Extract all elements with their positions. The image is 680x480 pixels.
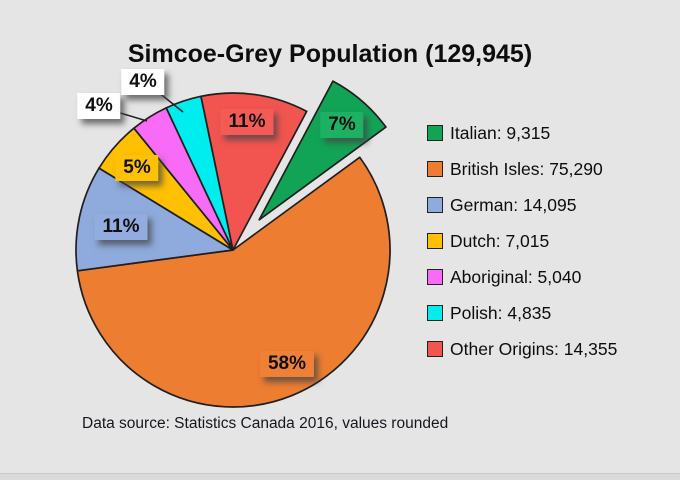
- legend-swatch-british-isles: [427, 161, 443, 177]
- leader-line-aboriginal: [116, 111, 148, 122]
- legend-label-other-origins: Other Origins: 14,355: [450, 338, 618, 359]
- pie-label-german: 11%: [94, 214, 148, 240]
- legend-item-german: German: 14,095: [427, 187, 617, 223]
- legend-label-aboriginal: Aboriginal: 5,040: [450, 266, 582, 287]
- pie-label-other-origins: 11%: [220, 109, 274, 135]
- legend-swatch-polish: [427, 305, 443, 321]
- pie-label-italian: 7%: [320, 112, 364, 138]
- legend-label-german: German: 14,095: [450, 194, 577, 215]
- legend-swatch-german: [427, 197, 443, 213]
- data-source-note: Data source: Statistics Canada 2016, val…: [82, 415, 449, 432]
- legend-item-other-origins: Other Origins: 14,355: [427, 331, 617, 367]
- bottom-edge-strip: [0, 473, 680, 480]
- label-leader-lines: [116, 91, 184, 122]
- legend-label-dutch: Dutch: 7,015: [450, 230, 550, 251]
- legend-item-aboriginal: Aboriginal: 5,040: [427, 259, 617, 295]
- legend-item-italian: Italian: 9,315: [427, 115, 617, 151]
- legend-item-dutch: Dutch: 7,015: [427, 223, 617, 259]
- legend-label-italian: Italian: 9,315: [450, 122, 551, 143]
- legend-swatch-italian: [427, 125, 443, 141]
- pie-label-dutch: 5%: [115, 155, 159, 181]
- legend-item-british-isles: British Isles: 75,290: [427, 151, 617, 187]
- legend-label-british-isles: British Isles: 75,290: [450, 158, 603, 179]
- legend-swatch-aboriginal: [427, 269, 443, 285]
- leader-line-polish: [157, 91, 184, 113]
- legend-swatch-other-origins: [427, 341, 443, 357]
- legend-label-polish: Polish: 4,835: [450, 302, 552, 323]
- pie-label-polish: 4%: [121, 69, 165, 95]
- pie-label-aboriginal: 4%: [77, 93, 121, 119]
- pie-slice-german: [75, 167, 234, 272]
- legend: Italian: 9,315 British Isles: 75,290 Ger…: [427, 115, 617, 367]
- legend-item-polish: Polish: 4,835: [427, 295, 617, 331]
- pie-label-british-isles: 58%: [259, 351, 315, 377]
- legend-swatch-dutch: [427, 233, 443, 249]
- pie-slice-british-isles: [76, 156, 391, 408]
- chart-title: Simcoe-Grey Population (129,945): [127, 40, 533, 68]
